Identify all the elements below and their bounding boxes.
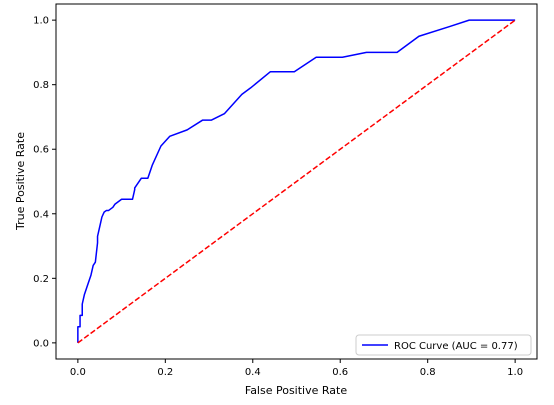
x-tick-label: 0.0	[70, 367, 86, 378]
legend-box	[355, 334, 532, 356]
y-tick-label: 0.6	[33, 145, 49, 156]
x-tick-label: 0.4	[245, 367, 261, 378]
y-tick-label: 1.0	[33, 16, 49, 27]
x-axis-ticks: 0.0 0.2 0.4 0.6 0.8 1.0	[70, 359, 523, 378]
legend-label-roc: ROC Curve (AUC = 0.77)	[394, 341, 518, 352]
legend: ROC Curve (AUC = 0.77)	[355, 334, 532, 356]
x-axis-label: False Positive Rate	[245, 384, 347, 397]
diagonal-reference-line	[77, 19, 516, 344]
y-axis-ticks: 0.0 0.2 0.4 0.6 0.8 1.0	[33, 16, 56, 349]
x-tick-label: 0.2	[157, 367, 173, 378]
series-layer	[77, 19, 516, 344]
y-tick-label: 0.8	[33, 80, 49, 91]
y-tick-label: 0.2	[33, 274, 49, 285]
y-tick-label: 0.4	[33, 209, 49, 220]
y-tick-label: 0.0	[33, 338, 49, 349]
y-axis-label: True Positive Rate	[14, 132, 27, 231]
roc-curve-line	[77, 19, 516, 343]
x-tick-label: 0.8	[420, 367, 436, 378]
x-tick-label: 1.0	[507, 367, 523, 378]
axes-frame	[55, 3, 538, 360]
x-tick-label: 0.6	[332, 367, 348, 378]
plot-area	[77, 19, 516, 344]
